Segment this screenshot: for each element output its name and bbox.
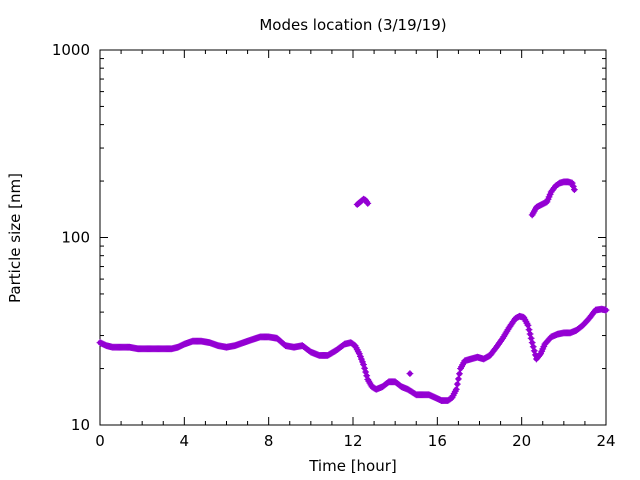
plot-frame [99, 49, 607, 426]
data-point [602, 306, 610, 314]
data-point [570, 186, 578, 194]
data-point [453, 380, 461, 388]
chart-title: Modes location (3/19/19) [259, 16, 446, 34]
y-tick-label: 10 [71, 416, 90, 434]
x-tick-label: 4 [180, 432, 190, 450]
x-tick-label: 20 [512, 432, 531, 450]
x-axis-label: Time [hour] [308, 457, 397, 475]
y-tick-label: 1000 [52, 41, 90, 59]
x-tick-label: 24 [596, 432, 615, 450]
x-tick-label: 12 [343, 432, 362, 450]
data-point [364, 200, 372, 207]
x-tick-label: 16 [428, 432, 447, 450]
data-point [456, 370, 463, 378]
data-point [452, 385, 460, 393]
x-axis: 0 4 8 12 16 20 24 [95, 50, 616, 450]
y-axis-label: Particle size [nm] [6, 173, 24, 303]
y-axis: 10 100 1000 [52, 41, 606, 434]
x-tick-label: 8 [264, 432, 274, 450]
data-point [406, 370, 414, 377]
x-tick-label: 0 [95, 432, 105, 450]
y-tick-label: 100 [61, 229, 90, 247]
data-points [96, 178, 610, 404]
data-point [455, 375, 462, 383]
